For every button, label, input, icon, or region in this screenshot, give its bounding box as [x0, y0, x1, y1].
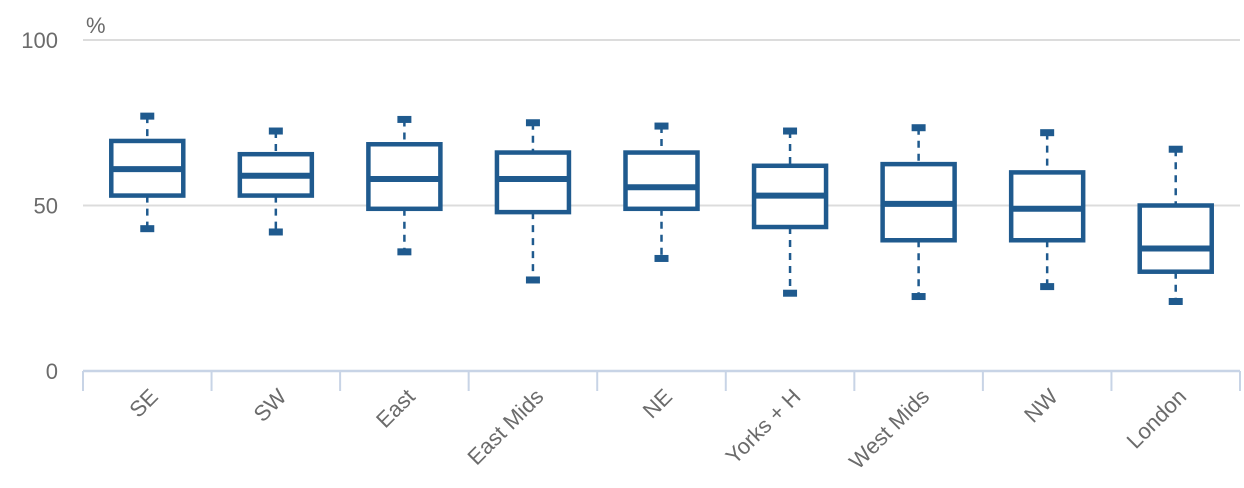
cap-max: [1168, 145, 1183, 153]
boxes: [109, 112, 1214, 305]
cap-min: [525, 276, 540, 284]
y-tick-label-100: 100: [21, 28, 58, 53]
category-label: West Mids: [844, 384, 934, 474]
iqr-box: [623, 150, 700, 212]
category-labels: SE SW East East Mids NE Yorks + H West Mids NW L…: [124, 384, 1191, 474]
category-label: East Mids: [463, 384, 549, 470]
cap-max: [140, 112, 155, 120]
x-axis: [82, 369, 1241, 391]
cap-max: [911, 124, 926, 132]
category-label: London: [1122, 384, 1192, 454]
cap-min: [783, 289, 798, 297]
cap-max: [268, 127, 283, 135]
cap-min: [1040, 283, 1055, 291]
box-west-mids: [880, 124, 957, 301]
cap-max: [1040, 129, 1055, 137]
cap-max: [397, 115, 412, 123]
category-label: SW: [249, 384, 292, 427]
category-label: SE: [124, 384, 162, 422]
cap-min: [1168, 297, 1183, 305]
cap-max: [525, 119, 540, 127]
box-london: [1137, 145, 1214, 305]
iqr-box: [1137, 203, 1214, 274]
y-tick-label-50: 50: [34, 194, 58, 219]
box-nw: [1008, 129, 1086, 291]
box-yorks-h: [751, 127, 829, 297]
category-label: East: [371, 384, 420, 433]
box-ne: [623, 122, 700, 262]
box-east: [366, 115, 443, 256]
iqr-box: [494, 150, 572, 215]
cap-min: [268, 228, 283, 236]
category-label: NE: [638, 384, 677, 423]
category-label: NW: [1019, 384, 1063, 428]
y-axis-ticks: 0 50 100: [21, 28, 58, 384]
y-tick-label-0: 0: [46, 359, 58, 384]
y-axis-label: %: [86, 13, 106, 38]
cap-min: [911, 293, 926, 301]
cap-min: [654, 254, 669, 262]
box-sw: [237, 127, 315, 236]
box-se: [109, 112, 186, 233]
cap-max: [654, 122, 669, 130]
cap-max: [783, 127, 798, 135]
box-east-mids: [494, 119, 572, 284]
cap-min: [140, 225, 155, 233]
cap-min: [397, 248, 412, 256]
category-label: Yorks + H: [721, 384, 806, 469]
